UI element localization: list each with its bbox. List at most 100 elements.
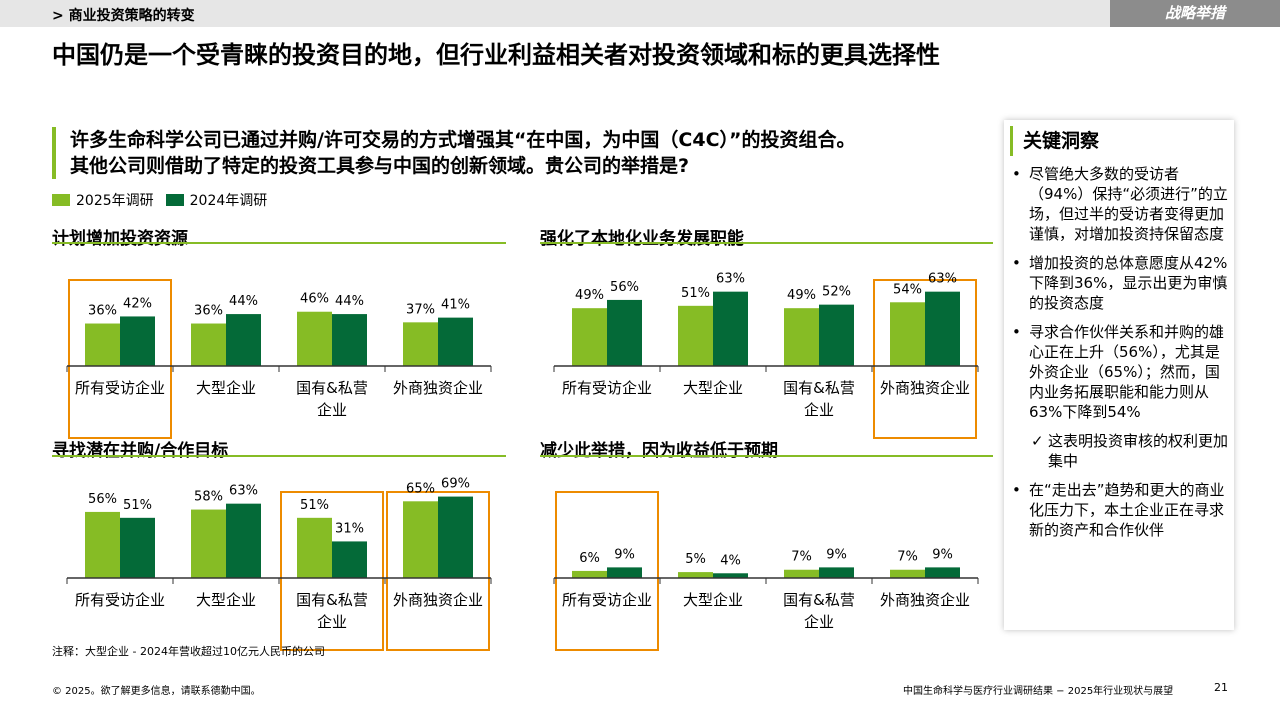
chart-1-bar-2024 <box>226 314 261 366</box>
chart-2-category-label: 大型企业 <box>683 379 743 397</box>
chart-1-data-label: 44% <box>335 294 364 309</box>
chart-4-data-label: 7% <box>791 550 812 565</box>
chart-2-highlight-box <box>873 279 977 439</box>
chart-3-category-label: 企业 <box>317 613 347 631</box>
insight-item-5: 在“走出去”趋势和更大的商业化压力下，本土企业正在寻求新的资产和合作伙伴 <box>1012 480 1228 540</box>
chart-2-category-label: 所有受访企业 <box>562 379 652 397</box>
chart-1-data-label: 36% <box>88 304 117 319</box>
chart-2-bar-2025 <box>890 302 925 366</box>
chart-3-data-label: 65% <box>406 481 435 496</box>
chart-3-bar-2025 <box>191 509 226 578</box>
chart-4-bar-2024 <box>819 567 854 578</box>
chart-3-data-label: 51% <box>123 498 152 513</box>
chart-2-data-label: 63% <box>928 272 957 287</box>
chart-2-data-label: 51% <box>681 286 710 301</box>
chart-1-category-label: 国有&私营 <box>296 379 368 397</box>
legend-item-2024: 2024年调研 <box>165 190 268 210</box>
chart-4-data-label: 9% <box>932 547 953 562</box>
chart-3-category-label: 所有受访企业 <box>75 591 165 609</box>
insights-title: 关键洞察 <box>1010 126 1099 156</box>
insight-subitem-text: 这表明投资审核的权利更加集中 <box>1048 432 1229 470</box>
chart-3-bar-2024 <box>332 541 367 578</box>
chart-1-bar-2025 <box>403 322 438 366</box>
chart-4-category-label: 所有受访企业 <box>562 591 652 609</box>
check-icon: ✓ <box>1031 432 1044 450</box>
question-line-2: 其他公司则借助了特定的投资工具参与中国的创新领域。贵公司的举措是? <box>70 155 690 177</box>
breadcrumb: > 商业投资策略的转变 <box>52 8 195 24</box>
chart-4-category-label: 外商独资企业 <box>880 591 970 609</box>
chart-3-data-label: 69% <box>441 477 470 492</box>
chart-2-bar-2025 <box>784 308 819 366</box>
chart-3-category-label: 大型企业 <box>196 591 256 609</box>
chart-2-title: 强化了本地化业务发展职能 <box>540 229 744 249</box>
chart-1-bar-2025 <box>297 311 332 366</box>
chart-4-bar-2024 <box>607 567 642 578</box>
chart-2-data-label: 63% <box>716 272 745 287</box>
chart-2-rule <box>540 242 993 244</box>
chart-1-title: 计划增加投资资源 <box>52 229 188 249</box>
chart-2-bar-2024 <box>607 299 642 366</box>
footer-copyright: © 2025。欲了解更多信息，请联系德勤中国。 <box>52 686 261 697</box>
chart-1-data-label: 44% <box>229 294 258 309</box>
chart-3-data-label: 63% <box>229 484 258 499</box>
chart-4-data-label: 7% <box>897 550 918 565</box>
insight-item-1: 尽管绝大多数的受访者（94%）保持“必须进行”的立场，但过半的受访者变得更加谨慎… <box>1012 164 1228 244</box>
top-bar <box>0 0 1280 27</box>
insights-list: 尽管绝大多数的受访者（94%）保持“必须进行”的立场，但过半的受访者变得更加谨慎… <box>1012 164 1228 549</box>
chart-2-bar-2024 <box>819 304 854 366</box>
chart-3-data-label: 56% <box>88 492 117 507</box>
chart-3-data-label: 51% <box>300 498 329 513</box>
chart-3-data-label: 58% <box>194 490 223 505</box>
chart-1-category-label: 外商独资企业 <box>393 379 483 397</box>
legend-swatch-2025 <box>52 194 70 206</box>
footnote: 注释：大型企业 - 2024年营收超过10亿元人民币的公司 <box>52 645 325 658</box>
survey-question: 许多生命科学公司已通过并购/许可交易的方式增强其“在中国，为中国（C4C）”的投… <box>52 127 1000 179</box>
chart-1-data-label: 36% <box>194 304 223 319</box>
chart-4-bar-2025 <box>784 569 819 578</box>
chart-1-data-label: 41% <box>441 298 470 313</box>
question-line-1: 许多生命科学公司已通过并购/许可交易的方式增强其“在中国，为中国（C4C）”的投… <box>70 129 856 151</box>
chart-2-bar-2025 <box>572 308 607 366</box>
chart-2-bar-2024 <box>925 291 960 366</box>
chart-4-data-label: 6% <box>579 551 600 566</box>
chart-4-rule <box>540 455 993 457</box>
chart-4-category-label: 大型企业 <box>683 591 743 609</box>
insight-subitem: ✓ 这表明投资审核的权利更加集中 <box>1012 431 1228 471</box>
chart-3-highlight-box <box>386 491 490 651</box>
chart-2-data-label: 49% <box>575 288 604 303</box>
chart-3-bar-2024 <box>120 517 155 578</box>
chart-1-bar-2024 <box>120 316 155 366</box>
page-title: 中国仍是一个受青睐的投资目的地，但行业利益相关者对投资领域和标的更具选择性 <box>52 41 940 69</box>
chart-4-highlight-box <box>555 491 659 651</box>
chart-3-bar-2025 <box>403 501 438 578</box>
chart-2-category-label: 国有&私营 <box>783 379 855 397</box>
chart-4-data-label: 4% <box>720 553 741 568</box>
legend-label-2024: 2024年调研 <box>189 193 268 209</box>
chart-1-data-label: 37% <box>406 302 435 317</box>
section-tag: 战略举措 <box>1110 0 1280 27</box>
chart-4-bar-2024 <box>925 567 960 578</box>
chart-1-data-label: 46% <box>300 292 329 307</box>
chart-3-bar-2025 <box>297 517 332 578</box>
chart-3-bar-2025 <box>85 511 120 578</box>
chart-4-data-label: 9% <box>826 547 847 562</box>
chart-4-bar-2025 <box>678 572 713 578</box>
chart-2-data-label: 52% <box>822 285 851 300</box>
chart-4-data-label: 5% <box>685 552 706 567</box>
legend-swatch-2024 <box>165 194 184 206</box>
chart-4-bar-2024 <box>713 573 748 578</box>
chart-2-category-label: 外商独资企业 <box>880 379 970 397</box>
chart-1-data-label: 42% <box>123 296 152 311</box>
chart-1-bar-2024 <box>332 314 367 366</box>
chart-3-category-label: 国有&私营 <box>296 591 368 609</box>
chart-3-bar-2024 <box>438 496 473 578</box>
chart-1-bar-2024 <box>438 317 473 366</box>
chart-4-data-label: 9% <box>614 547 635 562</box>
chart-2-category-label: 企业 <box>804 401 834 419</box>
chart-1-highlight-box <box>68 279 172 439</box>
chart-legend: 2025年调研 2024年调研 <box>52 190 279 210</box>
chart-1-bar-2025 <box>191 323 226 366</box>
footer-report-title: 中国生命科学与医疗行业调研结果 − 2025年行业现状与展望 <box>903 686 1174 697</box>
chart-1-bar-2025 <box>85 323 120 366</box>
